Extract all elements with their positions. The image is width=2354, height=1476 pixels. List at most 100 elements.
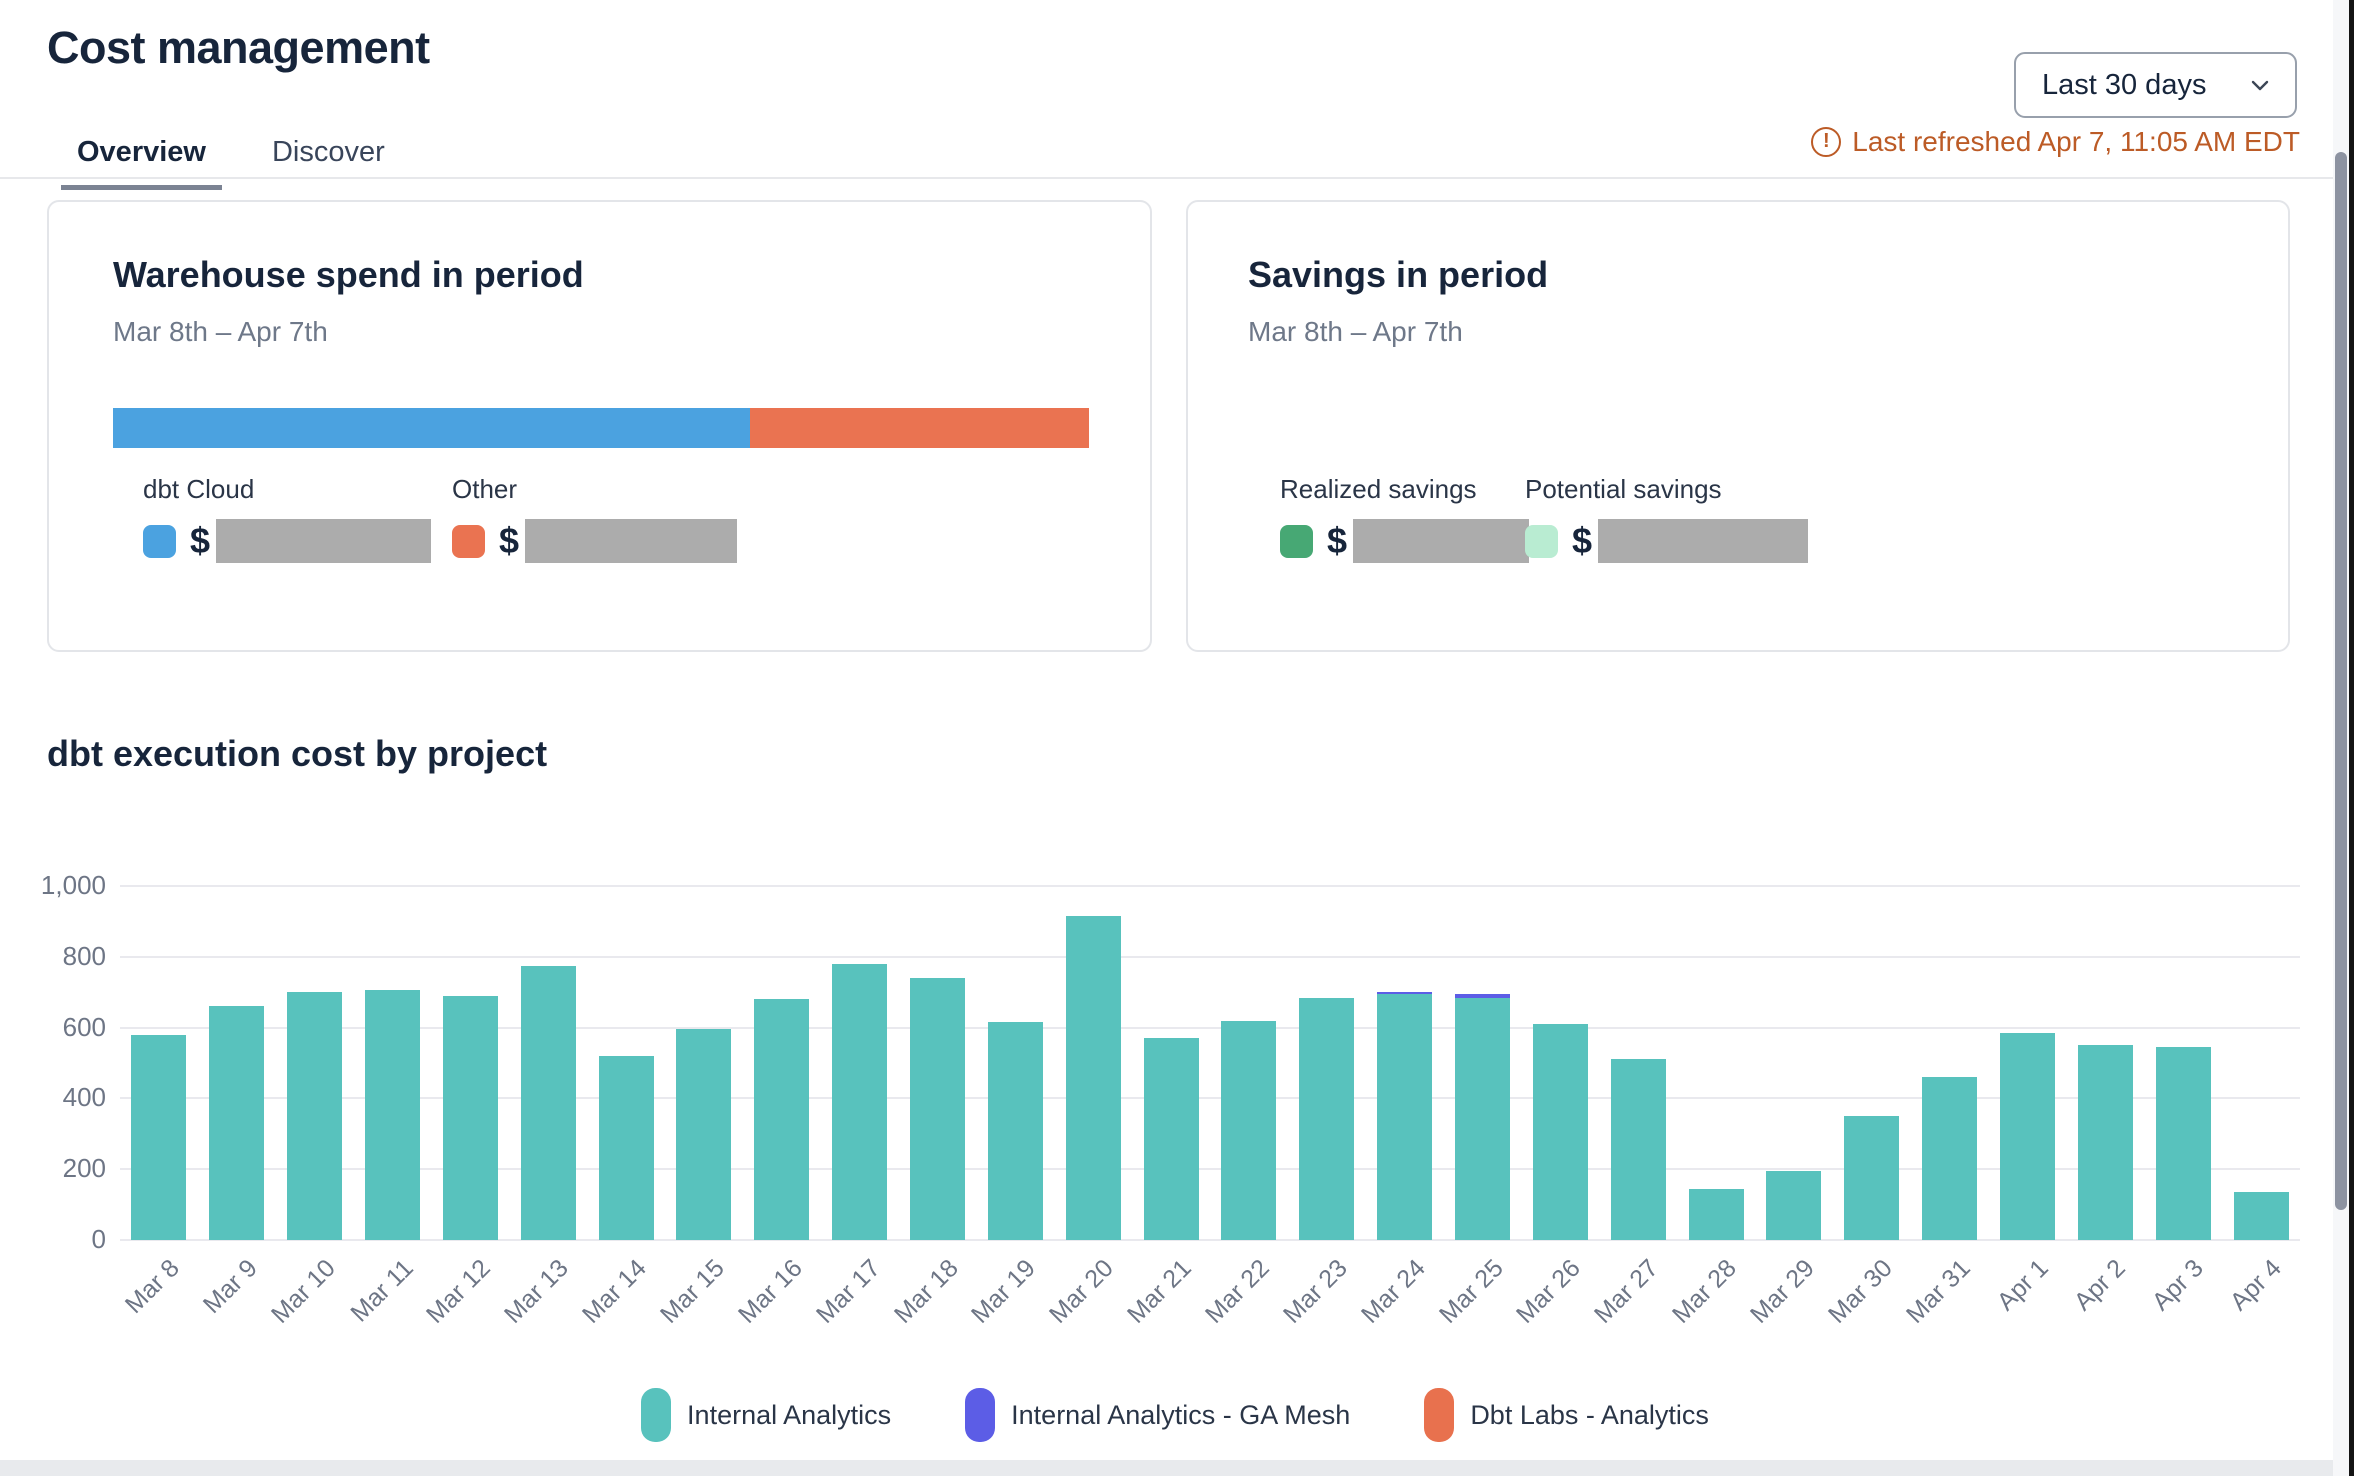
bar-mar-25 — [1455, 993, 1510, 1240]
dbt-cloud-swatch — [143, 524, 176, 558]
bar-segment — [832, 963, 888, 1240]
legend-item-internal-analytics-ga-mesh[interactable]: Internal Analytics - GA Mesh — [965, 1388, 1350, 1442]
chart-title: dbt execution cost by project — [47, 733, 548, 774]
bar-mar-12 — [442, 995, 498, 1240]
redacted-value — [525, 519, 738, 563]
legend-label: Internal Analytics - GA Mesh — [1011, 1399, 1351, 1430]
kpi-dbt-cloud: dbt Cloud $ — [143, 474, 432, 563]
bar-mar-13 — [520, 965, 576, 1240]
bar-mar-15 — [676, 1029, 732, 1240]
kpi-realized-savings-label: Realized savings — [1280, 474, 1477, 504]
bar-segment — [2155, 1047, 2211, 1240]
y-axis-tick-label: 400 — [62, 1082, 106, 1113]
legend-swatch — [641, 1388, 672, 1442]
bar-mar-16 — [754, 999, 810, 1240]
warehouse-spend-card: Warehouse spend in period Mar 8th – Apr … — [47, 200, 1152, 652]
bar-mar-22 — [1221, 1020, 1277, 1240]
x-axis-tick-label: Mar 8 — [119, 1254, 185, 1319]
bar-apr-1 — [2000, 1032, 2055, 1240]
bar-mar-10 — [287, 992, 343, 1240]
bar-segment — [754, 999, 810, 1240]
bar-segment — [987, 1022, 1043, 1240]
header-divider — [0, 177, 2349, 179]
tab-overview[interactable]: Overview — [61, 128, 222, 190]
bar-segment — [520, 965, 576, 1240]
kpi-other: Other $ — [452, 474, 738, 563]
kpi-dbt-cloud-label: dbt Cloud — [143, 474, 255, 504]
gridline — [120, 1026, 2300, 1029]
kpi-other-label: Other — [452, 474, 518, 504]
legend-swatch — [1424, 1388, 1455, 1442]
legend-label: Internal Analytics — [687, 1399, 892, 1430]
gridline — [120, 1239, 2300, 1241]
window-edge — [2349, 0, 2354, 1476]
bar-segment — [131, 1034, 187, 1240]
warehouse-card-title: Warehouse spend in period — [113, 254, 584, 295]
kpi-potential-savings: Potential savings $ — [1525, 474, 1809, 563]
execution-cost-chart: Internal Analytics Internal Analytics - G… — [30, 850, 2320, 1450]
legend-item-dbt-labs-analytics[interactable]: Dbt Labs - Analytics — [1424, 1388, 1709, 1442]
bar-segment — [1377, 992, 1433, 995]
currency-symbol: $ — [499, 520, 520, 561]
bar-mar-29 — [1766, 1170, 1822, 1240]
date-range-value: Last 30 days — [2042, 68, 2207, 101]
bar-mar-8 — [131, 1034, 187, 1240]
bar-segment — [1532, 1024, 1588, 1240]
chevron-down-icon — [2251, 80, 2269, 91]
bar-mar-27 — [1610, 1059, 1666, 1240]
currency-symbol: $ — [1572, 520, 1593, 561]
other-swatch — [452, 524, 485, 558]
savings-card: Savings in period Mar 8th – Apr 7th Real… — [1186, 200, 2290, 652]
bar-segment — [2077, 1045, 2133, 1240]
bar-segment — [1065, 916, 1121, 1240]
savings-card-date-range: Mar 8th – Apr 7th — [1248, 316, 1463, 347]
bar-mar-20 — [1065, 916, 1121, 1240]
gridline — [120, 1168, 2300, 1171]
horizontal-scrollbar-track[interactable] — [0, 1460, 2349, 1476]
bar-segment — [1766, 1170, 1822, 1240]
kpi-realized-savings: Realized savings $ — [1280, 474, 1530, 563]
bar-segment — [1688, 1188, 1744, 1240]
currency-symbol: $ — [1327, 520, 1348, 561]
bar-segment — [365, 990, 420, 1240]
bar-segment — [2000, 1032, 2055, 1240]
stacked-bar-segment — [750, 408, 1089, 448]
bar-apr-3 — [2155, 1047, 2211, 1240]
chart-legend: Internal Analytics Internal Analytics - G… — [30, 1388, 2320, 1442]
tab-discover[interactable]: Discover — [271, 136, 385, 168]
date-range-select[interactable]: Last 30 days — [2014, 52, 2297, 118]
gridline — [120, 1097, 2300, 1100]
y-axis-tick-label: 800 — [62, 940, 106, 971]
bar-segment — [598, 1055, 654, 1240]
gridline — [120, 885, 2300, 887]
bar-segment — [1299, 997, 1355, 1240]
bar-mar-11 — [365, 990, 420, 1240]
gridline — [120, 955, 2300, 958]
bar-segment — [287, 992, 343, 1240]
page-title: Cost management — [47, 22, 430, 73]
bar-segment — [910, 978, 965, 1240]
vertical-scrollbar-thumb[interactable] — [2335, 152, 2347, 1210]
bar-mar-31 — [1922, 1077, 1978, 1240]
potential-savings-swatch — [1525, 524, 1558, 558]
bar-mar-30 — [1844, 1116, 1900, 1240]
warehouse-card-date-range: Mar 8th – Apr 7th — [113, 316, 328, 347]
redacted-value — [216, 519, 432, 563]
last-refreshed-status: ! Last refreshed Apr 7, 11:05 AM EDT — [1811, 126, 2300, 158]
legend-swatch — [965, 1388, 996, 1442]
redacted-value — [1353, 519, 1530, 563]
plot-area — [120, 885, 2300, 1241]
legend-item-internal-analytics[interactable]: Internal Analytics — [641, 1388, 891, 1442]
bar-segment — [1455, 993, 1510, 998]
tab-bar: Overview Discover — [61, 128, 401, 190]
stacked-bar-segment — [113, 408, 751, 448]
bar-mar-18 — [910, 978, 965, 1240]
y-axis-tick-label: 1,000 — [40, 870, 106, 900]
bar-mar-28 — [1688, 1188, 1744, 1240]
bar-mar-23 — [1299, 997, 1355, 1240]
bar-segment — [2233, 1192, 2289, 1240]
bar-segment — [1844, 1116, 1900, 1240]
bar-apr-4 — [2233, 1192, 2289, 1240]
y-axis-tick-label: 200 — [62, 1153, 106, 1184]
bar-segment — [1221, 1020, 1277, 1240]
